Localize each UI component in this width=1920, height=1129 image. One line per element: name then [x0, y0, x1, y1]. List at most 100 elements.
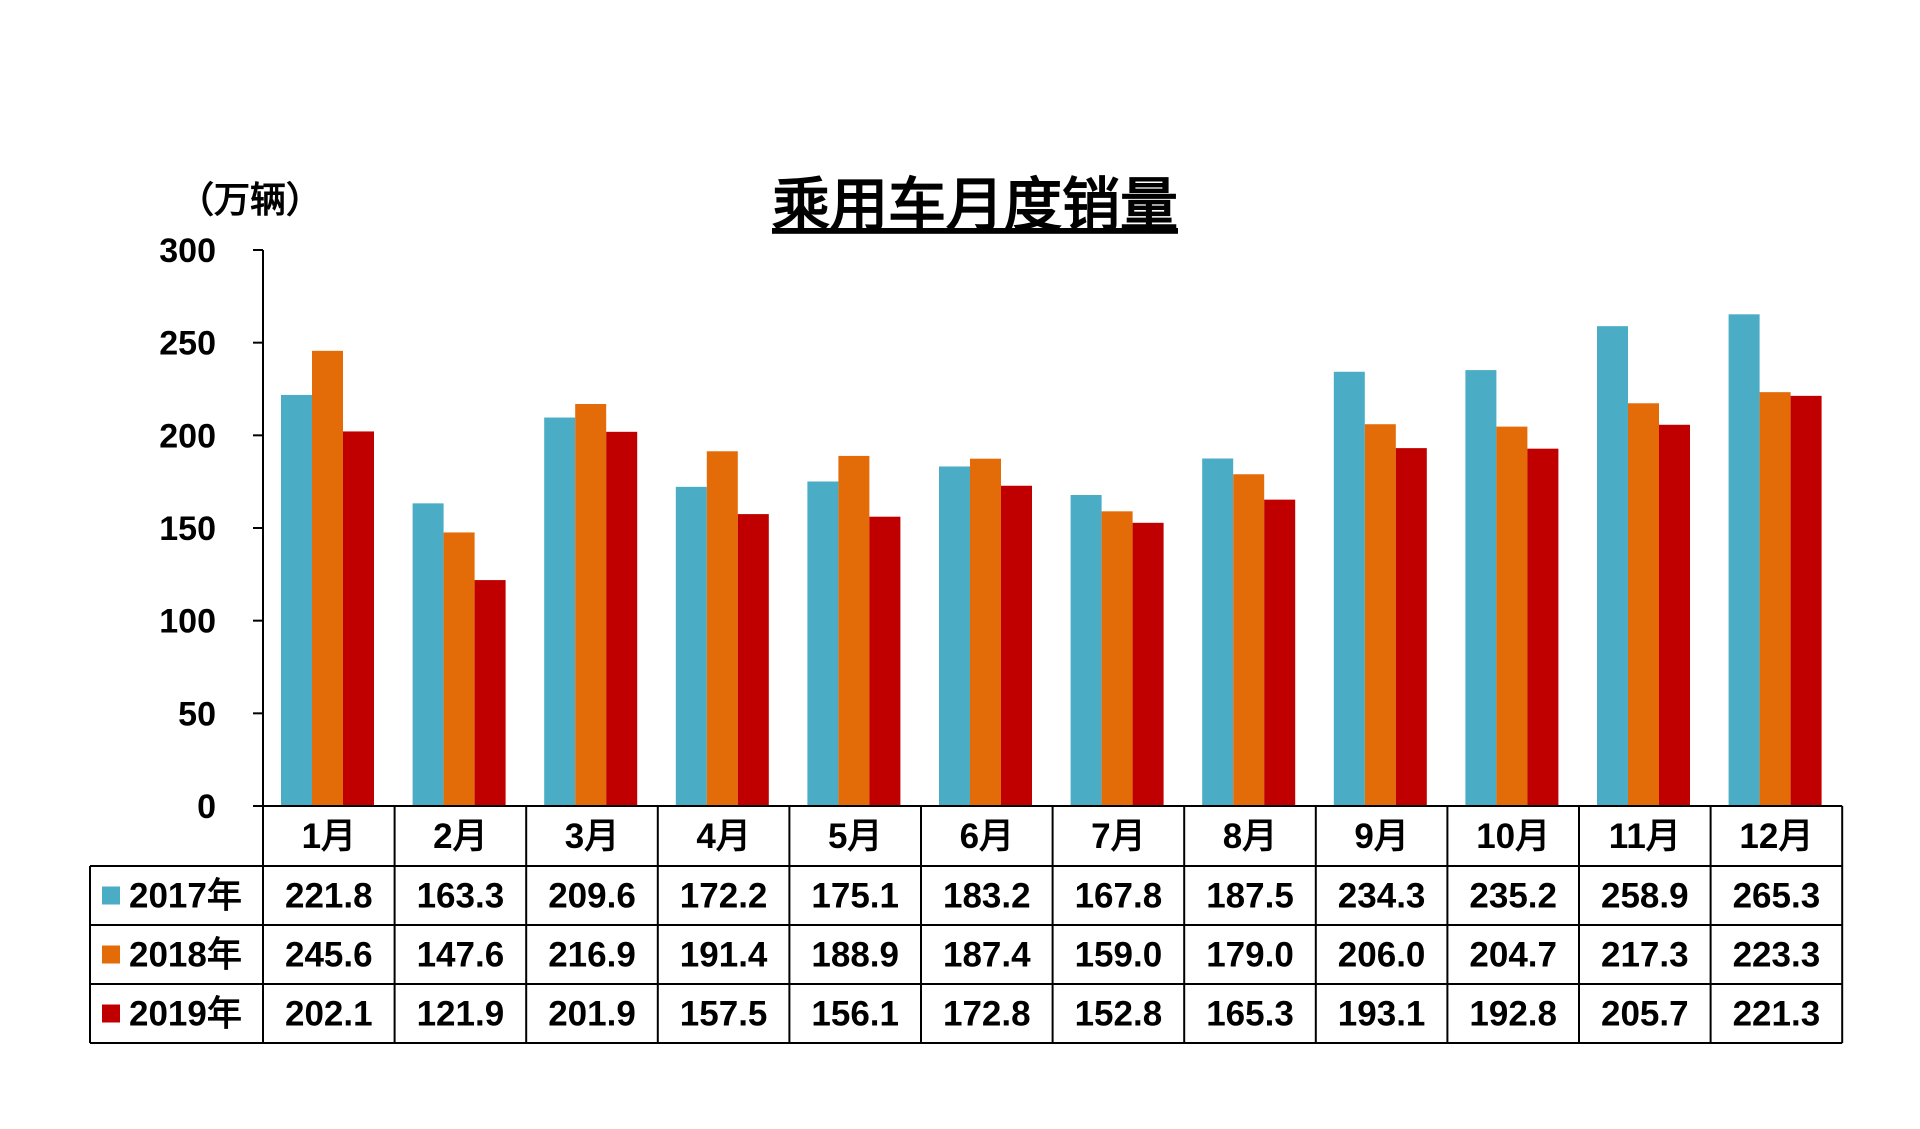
legend-swatch: [102, 1004, 120, 1023]
bar-1-6: [939, 466, 970, 806]
category-label: 8月: [1223, 817, 1277, 856]
data-label: 152.8: [1075, 995, 1163, 1034]
data-label: 172.8: [943, 995, 1031, 1034]
data-label: 265.3: [1733, 877, 1821, 916]
data-label: 147.6: [417, 936, 505, 975]
bar-2-8: [1233, 474, 1265, 806]
data-label: 175.1: [811, 877, 899, 916]
bar-1-2: [412, 503, 444, 806]
bar-2-3: [575, 404, 607, 806]
bar-3-11: [1659, 424, 1690, 806]
y-tick-label: 150: [159, 510, 216, 548]
bar-1-9: [1333, 371, 1365, 806]
bar-3-9: [1395, 448, 1427, 806]
category-label: 1月: [302, 817, 356, 856]
bar-3-2: [474, 580, 506, 806]
bar-3-3: [606, 431, 638, 806]
bar-2-4: [706, 451, 738, 806]
bar-3-4: [737, 514, 769, 806]
data-label: 209.6: [548, 877, 636, 916]
bar-3-8: [1264, 499, 1296, 806]
data-label: 187.4: [943, 936, 1031, 975]
bar-1-8: [1202, 458, 1234, 806]
category-label: 11月: [1609, 817, 1681, 856]
bar-2-7: [1101, 511, 1133, 806]
data-label: 234.3: [1338, 877, 1426, 916]
data-label: 217.3: [1601, 936, 1689, 975]
bar-3-1: [343, 431, 374, 806]
category-label: 4月: [696, 817, 750, 856]
data-label: 221.3: [1733, 995, 1821, 1034]
data-label: 183.2: [943, 877, 1031, 916]
bar-3-10: [1527, 448, 1559, 806]
legend-swatch: [102, 945, 120, 964]
y-tick-label: 0: [197, 788, 216, 826]
data-label: 216.9: [548, 936, 636, 975]
data-label: 163.3: [417, 877, 505, 916]
data-label: 258.9: [1601, 877, 1689, 916]
chart-title: 乘用车月度销量: [772, 173, 1178, 238]
data-label: 192.8: [1469, 995, 1557, 1034]
category-label: 2月: [433, 817, 487, 856]
bar-2-9: [1364, 424, 1396, 806]
legend-label: 2018年: [129, 936, 242, 975]
category-label: 7月: [1091, 817, 1145, 856]
bar-2-6: [970, 458, 1001, 806]
category-label: 12月: [1739, 817, 1813, 856]
bar-2-5: [838, 455, 870, 806]
bar-1-12: [1728, 314, 1760, 806]
legend-swatch: [102, 886, 120, 905]
data-label: 201.9: [548, 995, 636, 1034]
y-tick-label: 200: [159, 417, 216, 455]
legend-label: 2019年: [129, 995, 242, 1034]
bar-1-5: [807, 481, 839, 806]
data-label: 167.8: [1075, 877, 1163, 916]
bar-2-1: [312, 350, 343, 806]
y-tick-label: 100: [159, 603, 216, 641]
bar-2-11: [1628, 403, 1659, 806]
bar-1-1: [281, 394, 312, 806]
bar-1-3: [544, 417, 576, 806]
data-label: 157.5: [680, 995, 768, 1034]
data-label: 202.1: [285, 995, 373, 1034]
data-label: 205.7: [1601, 995, 1689, 1034]
category-label: 6月: [960, 817, 1014, 856]
data-label: 193.1: [1338, 995, 1426, 1034]
bar-2-12: [1759, 392, 1791, 806]
data-table: 1月 2月 3月 4月 5月 6月 7月 8月 9月 10月 11月 12月 2017年 221.8 163…: [89, 805, 1844, 1044]
category-label: 9月: [1354, 817, 1408, 856]
bar-3-6: [1001, 485, 1032, 806]
bar-1-10: [1465, 370, 1497, 806]
data-label: 179.0: [1206, 936, 1294, 975]
data-label: 156.1: [811, 995, 899, 1034]
data-label: 206.0: [1338, 936, 1426, 975]
data-label: 235.2: [1469, 877, 1557, 916]
data-label: 204.7: [1469, 936, 1557, 975]
data-label: 221.8: [285, 877, 373, 916]
data-label: 188.9: [811, 936, 899, 975]
category-label: 10月: [1476, 817, 1550, 856]
y-axis: 0 50 100 150 200 250 300: [159, 232, 263, 826]
bar-2-2: [443, 532, 475, 806]
bars: [281, 314, 1822, 806]
data-label: 245.6: [285, 936, 373, 975]
y-tick-label: 250: [159, 325, 216, 363]
data-label: 121.9: [417, 995, 505, 1034]
data-label: 172.2: [680, 877, 768, 916]
data-label: 223.3: [1733, 936, 1821, 975]
y-tick-label: 300: [159, 232, 216, 270]
data-label: 191.4: [680, 936, 768, 975]
bar-2-10: [1496, 426, 1528, 806]
bar-3-5: [869, 516, 901, 806]
data-label: 159.0: [1075, 936, 1163, 975]
bar-1-11: [1597, 326, 1628, 806]
data-label: 165.3: [1206, 995, 1294, 1034]
data-label: 187.5: [1206, 877, 1294, 916]
category-label: 3月: [565, 817, 619, 856]
category-label: 5月: [828, 817, 882, 856]
bar-3-12: [1790, 395, 1822, 806]
bar-1-7: [1070, 495, 1102, 806]
legend-label: 2017年: [129, 877, 242, 916]
y-axis-unit-label: （万辆）: [178, 179, 322, 220]
